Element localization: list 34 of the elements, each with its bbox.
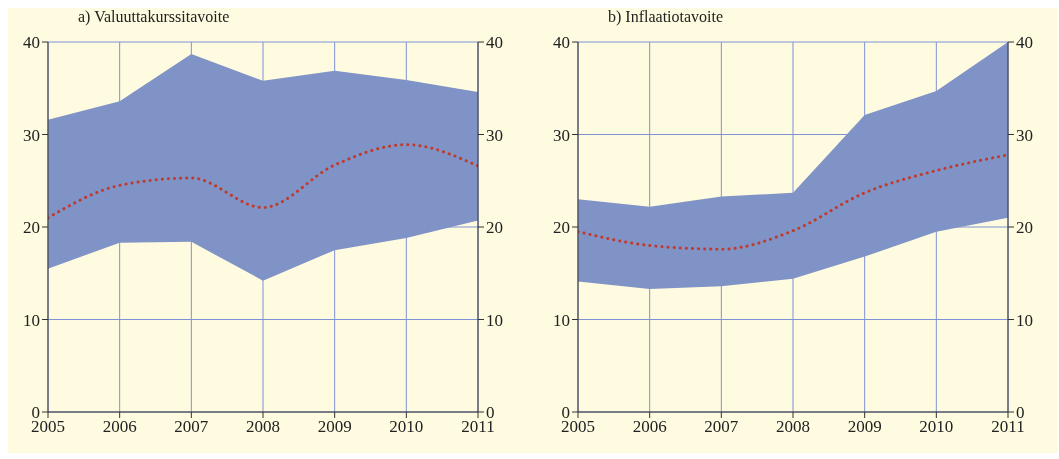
y-tick-label: 30 [23, 125, 40, 145]
y2-tick-label: 40 [486, 33, 503, 53]
line-series [48, 143, 478, 220]
x-tick-label: 2005 [561, 417, 595, 437]
x-tick-label: 2010 [919, 417, 954, 437]
x-tick-label: 2006 [632, 417, 667, 437]
y-tick-label: 20 [23, 218, 40, 238]
x-tick-label: 2008 [776, 417, 810, 437]
x-tick-label: 2006 [102, 417, 137, 437]
y2-tick-label: 30 [1016, 125, 1033, 145]
x-tick-label: 2005 [31, 417, 65, 437]
y-tick-label: 40 [23, 33, 40, 53]
y-tick-label: 20 [553, 218, 570, 238]
y-tick-label: 10 [23, 310, 40, 330]
line-series [578, 153, 1008, 251]
y2-tick-label: 40 [1016, 33, 1033, 53]
y2-tick-label: 20 [1016, 218, 1033, 238]
x-tick-label: 2011 [461, 417, 495, 437]
x-tick-label: 2009 [847, 417, 882, 437]
y-tick-label: 30 [553, 125, 570, 145]
y2-tick-label: 10 [486, 310, 503, 330]
x-tick-label: 2011 [991, 417, 1025, 437]
x-tick-label: 2008 [246, 417, 280, 437]
chart-title: b) Inflaatiotavoite [608, 8, 725, 28]
x-tick-label: 2007 [704, 417, 739, 437]
x-tick-label: 2009 [317, 417, 352, 437]
y2-tick-label: 20 [486, 218, 503, 238]
y2-tick-label: 30 [486, 125, 503, 145]
x-tick-label: 2007 [174, 417, 209, 437]
x-tick-label: 2010 [389, 417, 424, 437]
y-tick-label: 40 [553, 33, 570, 53]
y-tick-label: 10 [553, 310, 570, 330]
y2-tick-label: 10 [1016, 310, 1033, 330]
chart-title: a) Valuuttakurssitavoite [78, 8, 231, 28]
